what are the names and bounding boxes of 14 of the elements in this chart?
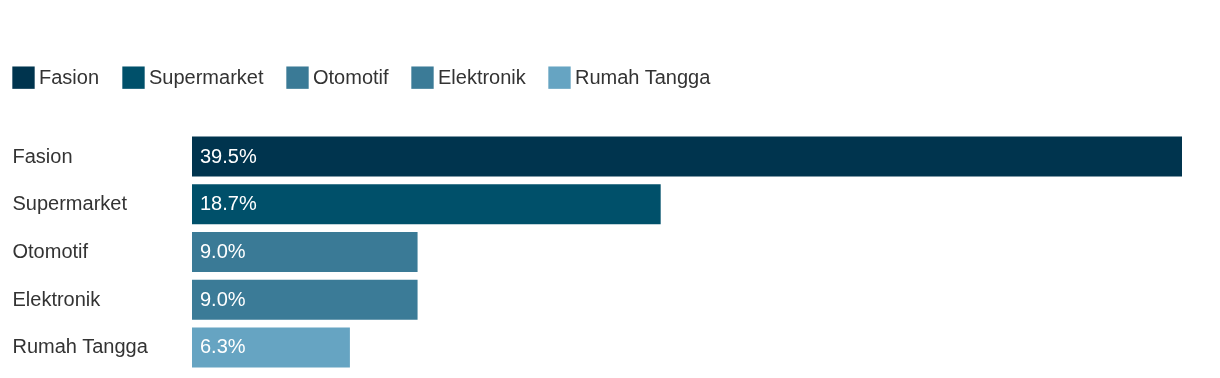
legend-label: Otomotif bbox=[313, 65, 390, 88]
y-tick-label: Rumah Tangga bbox=[12, 335, 149, 358]
data-label: 6.3% bbox=[200, 335, 246, 358]
data-label: 18.7% bbox=[200, 192, 257, 215]
y-tick-label: Otomotif bbox=[12, 240, 89, 262]
data-label: 9.0% bbox=[200, 240, 246, 262]
legend-label: Supermarket bbox=[149, 65, 264, 88]
data-label: 9.0% bbox=[200, 287, 246, 310]
data-label: 39.5% bbox=[200, 144, 257, 167]
legend-label: Elektronik bbox=[438, 65, 527, 88]
y-tick-label: Fasion bbox=[12, 144, 73, 167]
y-tick-label: Supermarket bbox=[12, 192, 128, 215]
legend-label: Rumah Tangga bbox=[575, 65, 712, 88]
y-tick-label: Elektronik bbox=[12, 287, 102, 310]
